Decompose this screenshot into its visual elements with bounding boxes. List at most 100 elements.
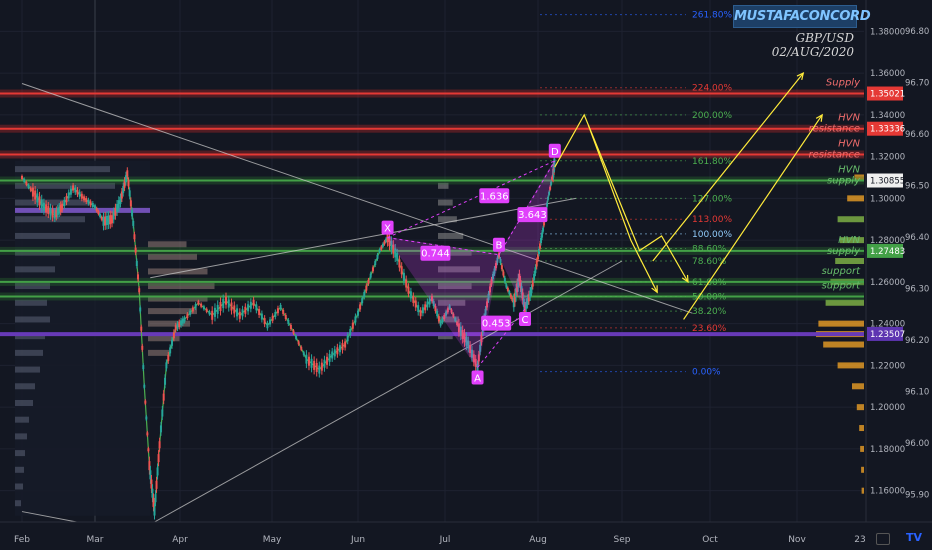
candle-body [297, 341, 300, 345]
candle-body [502, 271, 505, 276]
candle-body [186, 314, 189, 319]
candle-body [546, 202, 549, 207]
candle-body [114, 207, 117, 216]
fib-label: 23.60% [692, 324, 727, 334]
price-badge-label: 1.27483 [870, 247, 905, 257]
tradingview-logo-icon: TV [906, 531, 923, 544]
candle-body [31, 187, 34, 197]
volume-profile-bar [823, 341, 864, 348]
candle-body [216, 304, 219, 314]
time-tick-label: Sep [614, 535, 631, 545]
candle-body [141, 345, 144, 350]
volume-profile-bar [15, 466, 24, 473]
candle-body [394, 248, 397, 258]
candle-body [551, 176, 554, 180]
candle-body [463, 333, 466, 343]
price-badge [867, 173, 903, 188]
candle-body [457, 323, 460, 333]
candle-body [200, 303, 203, 307]
pattern-ratio-label: 1.636 [480, 191, 509, 202]
snapshot-icon[interactable] [876, 533, 890, 545]
candle-body [128, 190, 131, 197]
candle-body [500, 265, 503, 270]
volume-profile-bar [148, 335, 180, 342]
pattern-point-label: C [521, 315, 528, 326]
candle-body [91, 203, 94, 208]
price-tick-label: 1.36000 [870, 69, 905, 79]
pattern-ratio-label: 3.643 [518, 210, 547, 221]
candle-body [165, 362, 168, 369]
candle-body [119, 196, 122, 204]
pattern-ratio-label: 0.453 [482, 319, 511, 330]
secondary-tick-label: 96.70 [905, 79, 929, 89]
candle-body [241, 309, 244, 317]
candle-body [238, 311, 241, 319]
volume-profile-bar [15, 433, 27, 440]
fib-label: 88.60% [692, 244, 727, 254]
candle-body [105, 215, 108, 225]
trendline [21, 83, 693, 314]
candle-body [102, 216, 105, 226]
candle-body [249, 301, 252, 309]
candle-body [369, 273, 372, 278]
candle-body [171, 339, 174, 346]
candle-body [78, 191, 81, 197]
candle-body [69, 188, 72, 195]
time-tick-label: Jul [439, 535, 451, 545]
candle-body [67, 192, 70, 199]
candle-body [112, 211, 115, 220]
candle-body [533, 273, 536, 280]
candle-body [144, 400, 147, 404]
candle-body [244, 306, 247, 314]
candle-body [519, 279, 522, 288]
candle-body [459, 326, 462, 336]
volume-profile-bar [148, 253, 197, 260]
candle-body [374, 261, 377, 266]
candle-body [162, 393, 165, 401]
volume-profile-bar [438, 316, 459, 323]
pattern-point-badge [471, 370, 484, 385]
volume-profile-bar [15, 450, 25, 457]
candle-body [247, 304, 250, 312]
candle-body [553, 158, 556, 168]
candle-body [181, 318, 184, 324]
candle-body [543, 221, 546, 226]
candle-body [445, 311, 448, 316]
secondary-tick-label: 96.00 [905, 439, 929, 449]
pattern-point-label: B [496, 241, 503, 252]
candle-body [271, 315, 274, 321]
price-badge-label: 1.33336 [870, 125, 905, 135]
candle-body [63, 199, 66, 206]
volume-profile-bar [438, 266, 480, 273]
candle-body [441, 318, 444, 323]
zone-label: HVN [838, 165, 860, 176]
candle-body [295, 335, 298, 339]
candle-body [484, 308, 487, 315]
projection-path [587, 125, 658, 293]
candle-body [513, 293, 516, 303]
candle-body [137, 274, 140, 280]
candle-body [547, 196, 550, 200]
symbol-label: GBP/USD [795, 31, 854, 45]
price-tick-label: 1.32000 [870, 153, 905, 163]
time-tick-label: Mar [87, 535, 104, 545]
volume-profile-bar [15, 366, 40, 373]
candle-body [135, 261, 138, 267]
candle-body [525, 301, 528, 309]
candle-body [388, 236, 391, 246]
candle-body [202, 306, 205, 310]
candle-body [153, 507, 156, 516]
author-brand-label: MUSTAFACONCORD [733, 5, 871, 28]
pattern-ratio-badge [420, 245, 451, 261]
candle-body [189, 310, 192, 315]
candle-body [61, 203, 64, 210]
fib-label: 161.80% [692, 157, 732, 167]
time-tick-label: Apr [172, 535, 188, 545]
candle-body [252, 299, 255, 306]
candle-body [315, 362, 318, 372]
candle-body [55, 209, 58, 217]
candle-body [42, 202, 45, 211]
secondary-tick-label: 96.60 [905, 130, 929, 140]
candle-body [526, 298, 529, 306]
